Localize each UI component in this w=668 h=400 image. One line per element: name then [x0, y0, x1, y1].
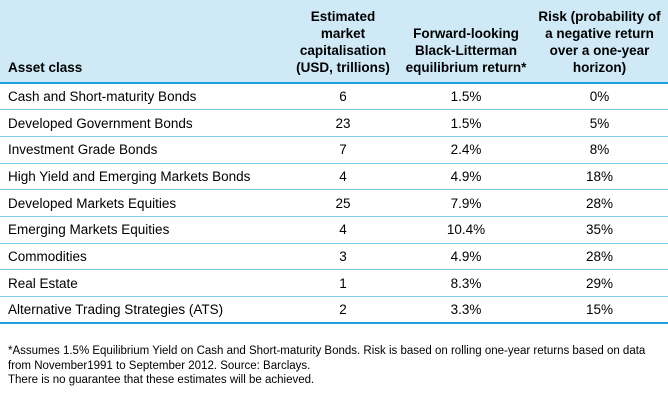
cell-risk: 29% — [531, 269, 668, 297]
table-row: High Yield and Emerging Markets Bonds 4 … — [0, 163, 668, 191]
footnote: *Assumes 1.5% Equilibrium Yield on Cash … — [8, 345, 646, 372]
cell-risk: 0% — [531, 83, 668, 111]
cell-cap: 25 — [285, 189, 401, 217]
cell-cap: 6 — [285, 83, 401, 111]
cell-cap: 7 — [285, 136, 401, 164]
cell-return: 10.4% — [401, 216, 531, 244]
table-row: Real Estate 1 8.3% 29% — [0, 269, 668, 297]
table-notes: *Assumes 1.5% Equilibrium Yield on Cash … — [8, 344, 658, 388]
cell-cap: 4 — [285, 163, 401, 191]
table-row: Emerging Markets Equities 4 10.4% 35% — [0, 216, 668, 244]
table-row: Developed Government Bonds 23 1.5% 5% — [0, 109, 668, 137]
table-header: Asset class Estimated market capitalisat… — [0, 0, 668, 83]
cell-asset: Commodities — [0, 243, 285, 271]
asset-class-table-container: Asset class Estimated market capitalisat… — [0, 0, 668, 325]
cell-asset: Cash and Short-maturity Bonds — [0, 83, 285, 111]
cell-asset: Real Estate — [0, 269, 285, 297]
table-row: Cash and Short-maturity Bonds 6 1.5% 0% — [0, 83, 668, 111]
cell-cap: 23 — [285, 109, 401, 137]
header-market-cap: Estimated market capitalisation (USD, tr… — [296, 9, 390, 75]
table-body: Cash and Short-maturity Bonds 6 1.5% 0% … — [0, 83, 668, 325]
cell-return: 4.9% — [401, 243, 531, 271]
cell-risk: 8% — [531, 136, 668, 164]
header-risk: Risk (probability of a negative return o… — [538, 9, 661, 75]
cell-asset: Emerging Markets Equities — [0, 216, 285, 244]
cell-cap: 1 — [285, 269, 401, 297]
cell-return: 4.9% — [401, 163, 531, 191]
cell-cap: 2 — [285, 296, 401, 325]
cell-risk: 18% — [531, 163, 668, 191]
cell-risk: 28% — [531, 189, 668, 217]
cell-cap: 3 — [285, 243, 401, 271]
header-return: Forward-looking Black-Litterman equilibr… — [405, 26, 527, 75]
cell-asset: Developed Government Bonds — [0, 109, 285, 137]
cell-return: 1.5% — [401, 83, 531, 111]
cell-return: 1.5% — [401, 109, 531, 137]
cell-cap: 4 — [285, 216, 401, 244]
table-row: Commodities 3 4.9% 28% — [0, 243, 668, 271]
cell-return: 3.3% — [401, 296, 531, 325]
cell-asset: Alternative Trading Strategies (ATS) — [0, 296, 285, 325]
disclaimer: There is no guarantee that these estimat… — [8, 374, 315, 386]
cell-risk: 35% — [531, 216, 668, 244]
table-row: Investment Grade Bonds 7 2.4% 8% — [0, 136, 668, 164]
cell-return: 8.3% — [401, 269, 531, 297]
cell-asset: High Yield and Emerging Markets Bonds — [0, 163, 285, 191]
cell-risk: 15% — [531, 296, 668, 325]
cell-asset: Developed Markets Equities — [0, 189, 285, 217]
header-asset-class: Asset class — [8, 60, 83, 75]
cell-asset: Investment Grade Bonds — [0, 136, 285, 164]
table-row: Developed Markets Equities 25 7.9% 28% — [0, 189, 668, 217]
cell-risk: 5% — [531, 109, 668, 137]
cell-risk: 28% — [531, 243, 668, 271]
cell-return: 2.4% — [401, 136, 531, 164]
asset-class-table: Asset class Estimated market capitalisat… — [0, 0, 668, 325]
header-row: Asset class Estimated market capitalisat… — [0, 0, 668, 83]
cell-return: 7.9% — [401, 189, 531, 217]
table-row: Alternative Trading Strategies (ATS) 2 3… — [0, 296, 668, 325]
